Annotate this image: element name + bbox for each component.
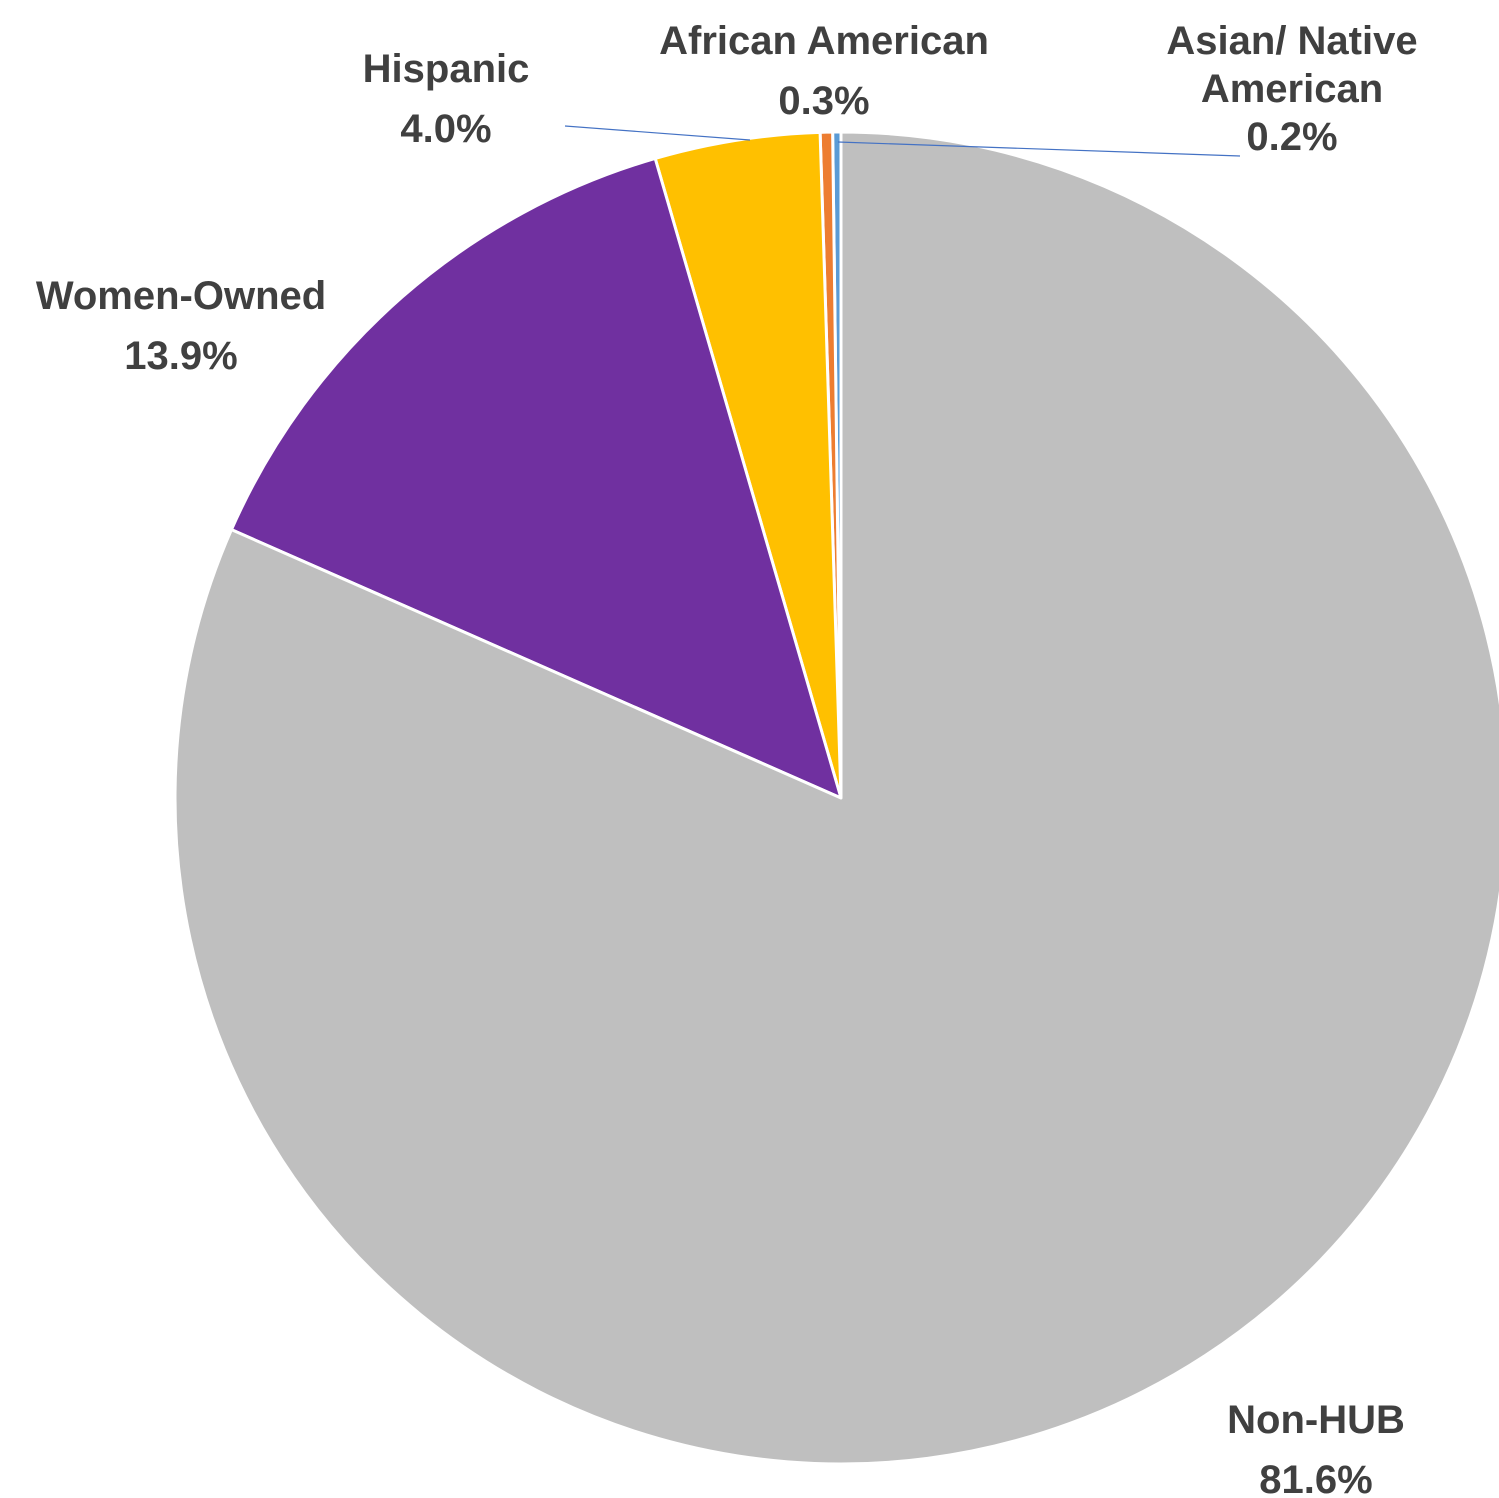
labels-layer: Asian/ Native American 0.2% African America… (36, 19, 1418, 1498)
data-label-name: Women-Owned (36, 274, 326, 318)
pie-slice-women-owned (229, 156, 843, 800)
leader-lines-layer (564, 125, 1241, 157)
data-label-asian-native-american: Asian/ Native American 0.2% (1166, 19, 1417, 159)
pie-slice-non-hub (173, 130, 1499, 1466)
slices-layer (173, 130, 1499, 1466)
data-label-name: Non-HUB (1227, 1398, 1405, 1442)
data-label-value: 4.0% (400, 107, 491, 151)
data-label-name: Hispanic (363, 47, 530, 91)
data-label-name: American (1201, 67, 1383, 111)
data-label-non-hub: Non-HUB 81.6% (1227, 1398, 1405, 1498)
data-label-value: 0.2% (1246, 115, 1337, 159)
data-label-hispanic: Hispanic 4.0% (363, 47, 530, 151)
data-label-african-american: African American 0.3% (659, 19, 989, 123)
data-label-value: 13.9% (124, 334, 237, 378)
data-label-value: 81.6% (1259, 1458, 1372, 1498)
data-label-name: African American (659, 19, 989, 63)
data-label-name: Asian/ Native (1166, 19, 1417, 63)
leader-line-asian-native-american (837, 141, 1241, 157)
data-label-women-owned: Women-Owned 13.9% (36, 274, 326, 378)
leader-line-hispanic (564, 125, 751, 141)
data-label-value: 0.3% (778, 79, 869, 123)
